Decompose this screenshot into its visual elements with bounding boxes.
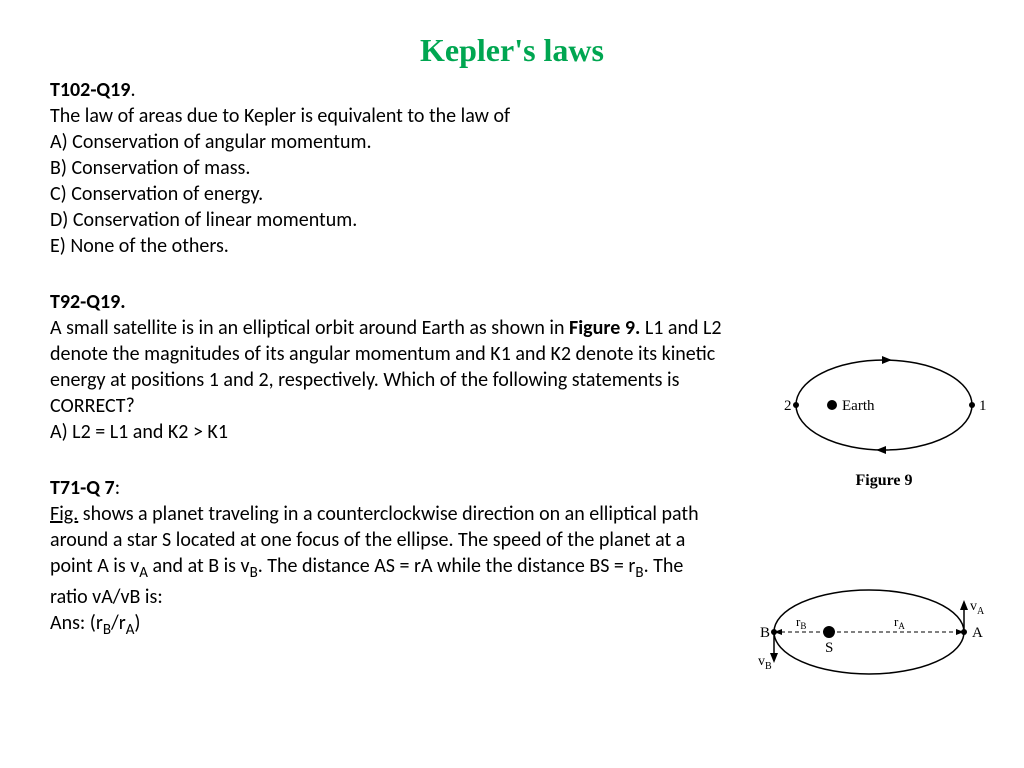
q3-answer: Ans: (rB/rA) xyxy=(50,611,140,635)
q3-sub-b2: B xyxy=(635,564,643,582)
svg-text:1: 1 xyxy=(979,398,987,414)
svg-text:Earth: Earth xyxy=(842,398,875,414)
q3-stem-3: . The distance AS = rA while the distanc… xyxy=(258,554,636,578)
q2-fig-ref: Figure 9. xyxy=(569,316,640,340)
q1-option-e: E) None of the others. xyxy=(50,234,229,258)
question-2: T92-Q19. A small satellite is in an elli… xyxy=(50,289,750,445)
q1-option-d: D) Conservation of linear momentum. xyxy=(50,208,357,232)
svg-text:vB: vB xyxy=(758,654,772,672)
svg-text:rB: rB xyxy=(796,614,806,631)
svg-text:S: S xyxy=(825,640,833,656)
q2-answer: A) L2 = L1 and K2 > K1 xyxy=(50,420,228,444)
svg-text:A: A xyxy=(972,625,983,641)
q3-sub-b: B xyxy=(250,564,258,582)
svg-text:2: 2 xyxy=(784,398,792,414)
q3-fig-word: Fig. xyxy=(50,502,78,526)
q1-id: T102-Q19 xyxy=(50,78,130,102)
q1-option-a: A) Conservation of angular momentum. xyxy=(50,130,372,154)
q3-stem-2: and at B is v xyxy=(148,554,250,578)
svg-text:vA: vA xyxy=(970,599,985,617)
svg-text:rA: rA xyxy=(894,614,905,631)
figure-7: S A B vA vB rA rB xyxy=(754,570,994,695)
figure-9: Earth 1 2 Figure 9 xyxy=(779,350,989,490)
figure-9-caption: Figure 9 xyxy=(779,472,989,490)
q2-stem-1: A small satellite is in an elliptical or… xyxy=(50,316,569,340)
question-3: T71-Q 7: Fig. shows a planet traveling i… xyxy=(50,475,710,640)
q3-id: T71-Q 7 xyxy=(50,476,115,500)
question-1: T102-Q19. The law of areas due to Kepler… xyxy=(50,77,974,259)
q1-option-c: C) Conservation of energy. xyxy=(50,182,263,206)
page-title: Kepler's laws xyxy=(50,32,974,69)
q1-stem: The law of areas due to Kepler is equiva… xyxy=(50,104,510,128)
q1-option-b: B) Conservation of mass. xyxy=(50,156,250,180)
q2-id: T92-Q19. xyxy=(50,290,126,314)
svg-text:B: B xyxy=(760,625,770,641)
q3-sub-a: A xyxy=(139,564,148,582)
